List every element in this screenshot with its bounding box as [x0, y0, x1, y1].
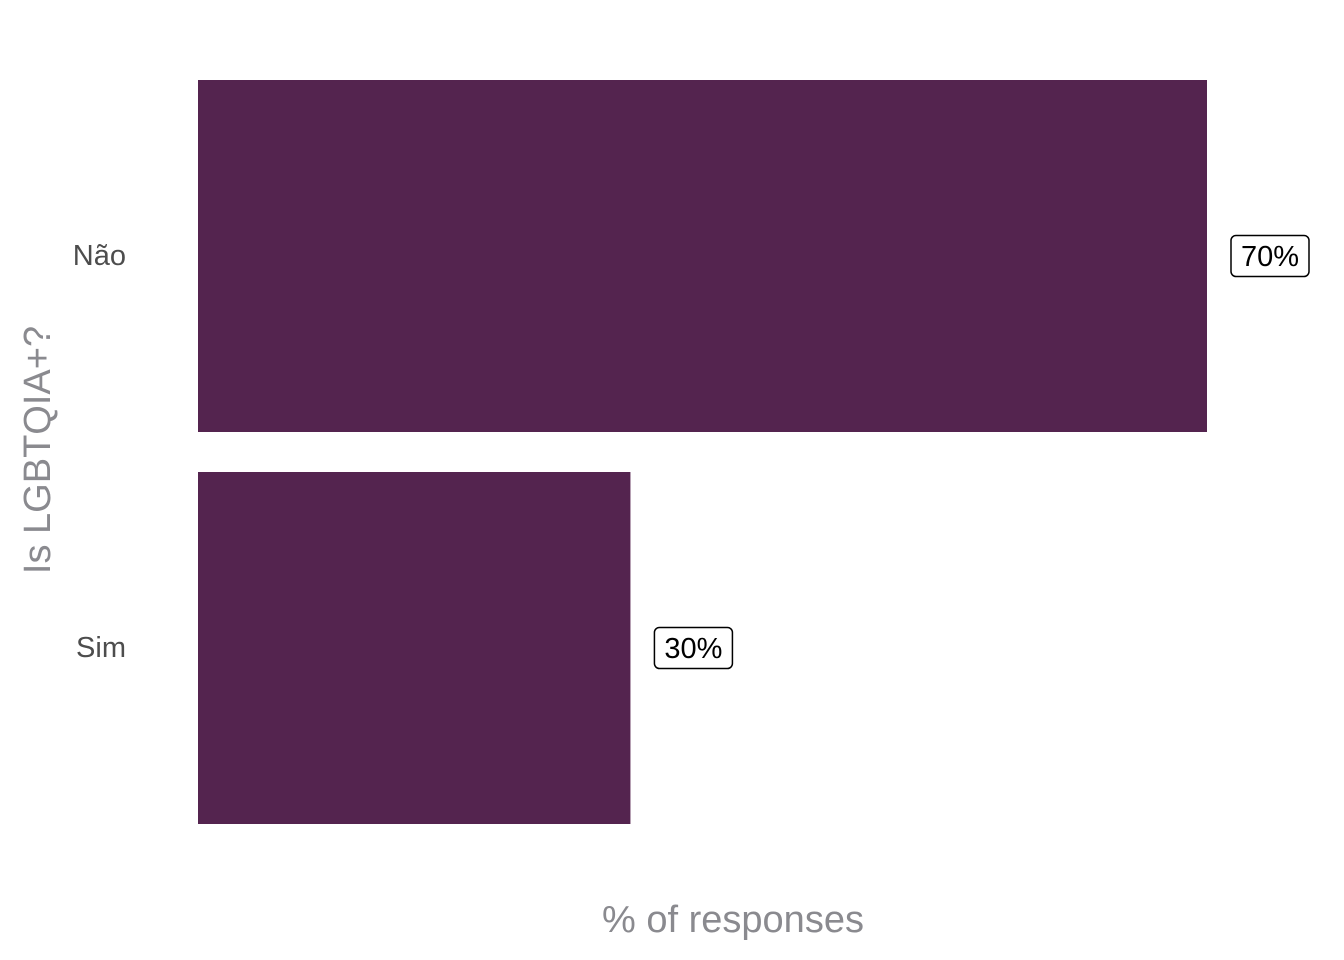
y-tick-label-sim: Sim: [76, 632, 126, 664]
bars-layer: [198, 80, 1207, 824]
data-label-text: 70%: [1241, 241, 1299, 273]
y-axis-title: Is LGBTQIA+?: [17, 326, 59, 574]
data-label-box: [653, 626, 734, 670]
bar-sim: [198, 472, 631, 824]
data-label-box: [1230, 234, 1310, 278]
data-labels-layer: 70% 30%: [653, 234, 1310, 670]
x-axis-title: % of responses: [602, 899, 864, 941]
data-label-text: 30%: [664, 633, 722, 665]
bar-nao: [198, 80, 1207, 432]
y-tick-label-nao: Não: [73, 240, 126, 272]
y-tick-labels: Não Sim: [73, 240, 126, 664]
data-label-nao: 70%: [1230, 234, 1310, 278]
data-label-sim: 30%: [653, 626, 734, 670]
